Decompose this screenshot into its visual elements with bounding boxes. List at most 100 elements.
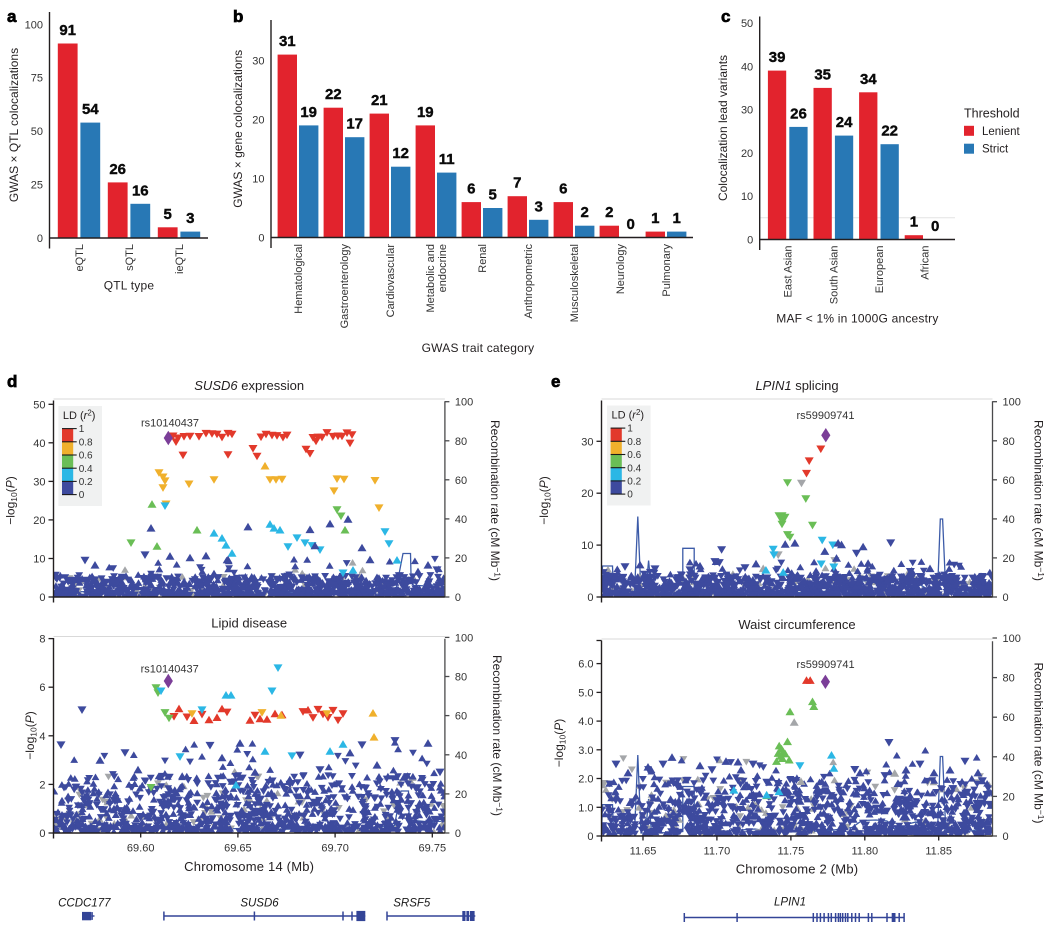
svg-text:7: 7 (513, 175, 521, 192)
svg-text:1.0: 1.0 (578, 802, 593, 814)
svg-text:SRSF5: SRSF5 (393, 898, 431, 910)
svg-text:5: 5 (164, 206, 172, 223)
svg-text:−log10(P): −log10(P) (552, 719, 568, 768)
svg-text:Lipid disease: Lipid disease (211, 616, 287, 631)
svg-text:0.4: 0.4 (627, 463, 641, 474)
svg-text:SUSD6: SUSD6 (240, 898, 279, 910)
svg-text:0.2: 0.2 (627, 477, 641, 488)
svg-text:50: 50 (33, 399, 45, 411)
svg-text:20: 20 (741, 148, 753, 160)
svg-text:16: 16 (132, 182, 149, 199)
svg-text:11.65: 11.65 (630, 846, 657, 858)
svg-text:rs10140437: rs10140437 (141, 418, 199, 430)
svg-text:1: 1 (673, 210, 681, 227)
svg-text:0: 0 (931, 218, 939, 235)
svg-text:54: 54 (82, 101, 99, 118)
svg-text:Waist circumference: Waist circumference (738, 617, 855, 632)
svg-text:60: 60 (455, 475, 467, 487)
svg-text:0.6: 0.6 (627, 450, 641, 461)
svg-text:Recombination rate (cM Mb−1): Recombination rate (cM Mb−1) (488, 420, 503, 581)
svg-text:1: 1 (651, 210, 659, 227)
svg-text:c: c (721, 7, 730, 26)
svg-text:−log10(P): −log10(P) (537, 476, 553, 525)
svg-text:10: 10 (741, 191, 753, 203)
svg-text:8: 8 (39, 634, 45, 646)
svg-text:20: 20 (455, 553, 467, 565)
svg-text:Cardiovascular: Cardiovascular (385, 244, 397, 318)
svg-text:10: 10 (252, 174, 264, 186)
svg-text:100: 100 (1003, 633, 1021, 645)
svg-text:30: 30 (33, 476, 45, 488)
svg-text:6: 6 (39, 682, 45, 694)
svg-text:100: 100 (455, 632, 473, 644)
svg-text:Chromosome 14 (Mb): Chromosome 14 (Mb) (184, 859, 314, 874)
svg-text:4.0: 4.0 (578, 716, 593, 728)
svg-text:LPIN1 splicing: LPIN1 splicing (755, 378, 838, 393)
svg-text:0: 0 (1003, 831, 1009, 843)
svg-text:5.0: 5.0 (578, 687, 593, 699)
svg-text:0.4: 0.4 (79, 464, 93, 475)
svg-text:35: 35 (814, 66, 831, 83)
svg-text:2: 2 (39, 779, 45, 791)
svg-text:11.75: 11.75 (778, 846, 805, 858)
svg-text:50: 50 (31, 126, 43, 138)
svg-text:3: 3 (535, 198, 543, 215)
svg-text:40: 40 (741, 61, 753, 73)
svg-text:34: 34 (860, 71, 877, 88)
svg-text:80: 80 (455, 672, 467, 684)
svg-text:African: African (920, 246, 932, 280)
svg-text:1: 1 (910, 214, 918, 231)
svg-text:Neurology: Neurology (615, 244, 627, 295)
svg-text:60: 60 (455, 711, 467, 723)
svg-text:0.8: 0.8 (627, 437, 641, 448)
svg-text:20: 20 (1003, 553, 1015, 565)
svg-text:100: 100 (1003, 397, 1021, 409)
svg-text:30: 30 (581, 436, 593, 448)
svg-text:rs10140437: rs10140437 (141, 664, 199, 676)
svg-text:80: 80 (1003, 436, 1015, 448)
svg-text:0: 0 (79, 490, 85, 501)
svg-text:69.75: 69.75 (419, 843, 447, 855)
svg-text:40: 40 (455, 514, 467, 526)
svg-text:69.65: 69.65 (224, 843, 252, 855)
svg-text:SUSD6 expression: SUSD6 expression (194, 378, 304, 393)
svg-text:Chromosome 2 (Mb): Chromosome 2 (Mb) (736, 862, 859, 877)
svg-text:GWAS trait category: GWAS trait category (422, 341, 535, 355)
svg-text:17: 17 (346, 116, 363, 133)
svg-text:LD (r2): LD (r2) (612, 408, 645, 422)
svg-text:1: 1 (79, 424, 85, 435)
svg-text:3.0: 3.0 (578, 745, 593, 757)
svg-text:80: 80 (455, 436, 467, 448)
svg-text:24: 24 (836, 114, 853, 131)
svg-text:Pulmonary: Pulmonary (661, 244, 673, 297)
svg-text:QTL type: QTL type (104, 279, 155, 293)
svg-text:30: 30 (252, 56, 264, 68)
svg-text:0: 0 (455, 828, 461, 840)
svg-text:19: 19 (300, 104, 317, 121)
svg-text:0: 0 (39, 828, 45, 840)
svg-text:0: 0 (627, 490, 633, 501)
svg-text:40: 40 (1003, 752, 1015, 764)
svg-text:30: 30 (741, 105, 753, 117)
svg-text:LPIN1: LPIN1 (774, 897, 806, 909)
svg-text:0: 0 (747, 235, 753, 247)
svg-text:b: b (233, 7, 243, 26)
svg-text:20: 20 (252, 115, 264, 127)
svg-text:20: 20 (33, 515, 45, 527)
svg-text:22: 22 (325, 86, 342, 103)
svg-text:3: 3 (186, 210, 194, 227)
svg-text:eQTL: eQTL (74, 244, 86, 272)
svg-text:11.80: 11.80 (851, 846, 878, 858)
svg-text:5: 5 (489, 187, 497, 204)
svg-text:GWAS × gene colocalizations: GWAS × gene colocalizations (231, 50, 245, 208)
svg-text:a: a (7, 7, 17, 26)
svg-text:26: 26 (790, 105, 807, 122)
svg-text:20: 20 (1003, 791, 1015, 803)
svg-text:European: European (874, 246, 886, 294)
svg-text:0: 0 (1003, 592, 1009, 604)
svg-text:Gastroenterology: Gastroenterology (339, 244, 351, 329)
svg-text:6: 6 (559, 181, 567, 198)
svg-text:20: 20 (581, 488, 593, 500)
svg-text:6.0: 6.0 (578, 659, 593, 671)
svg-text:31: 31 (279, 33, 296, 50)
